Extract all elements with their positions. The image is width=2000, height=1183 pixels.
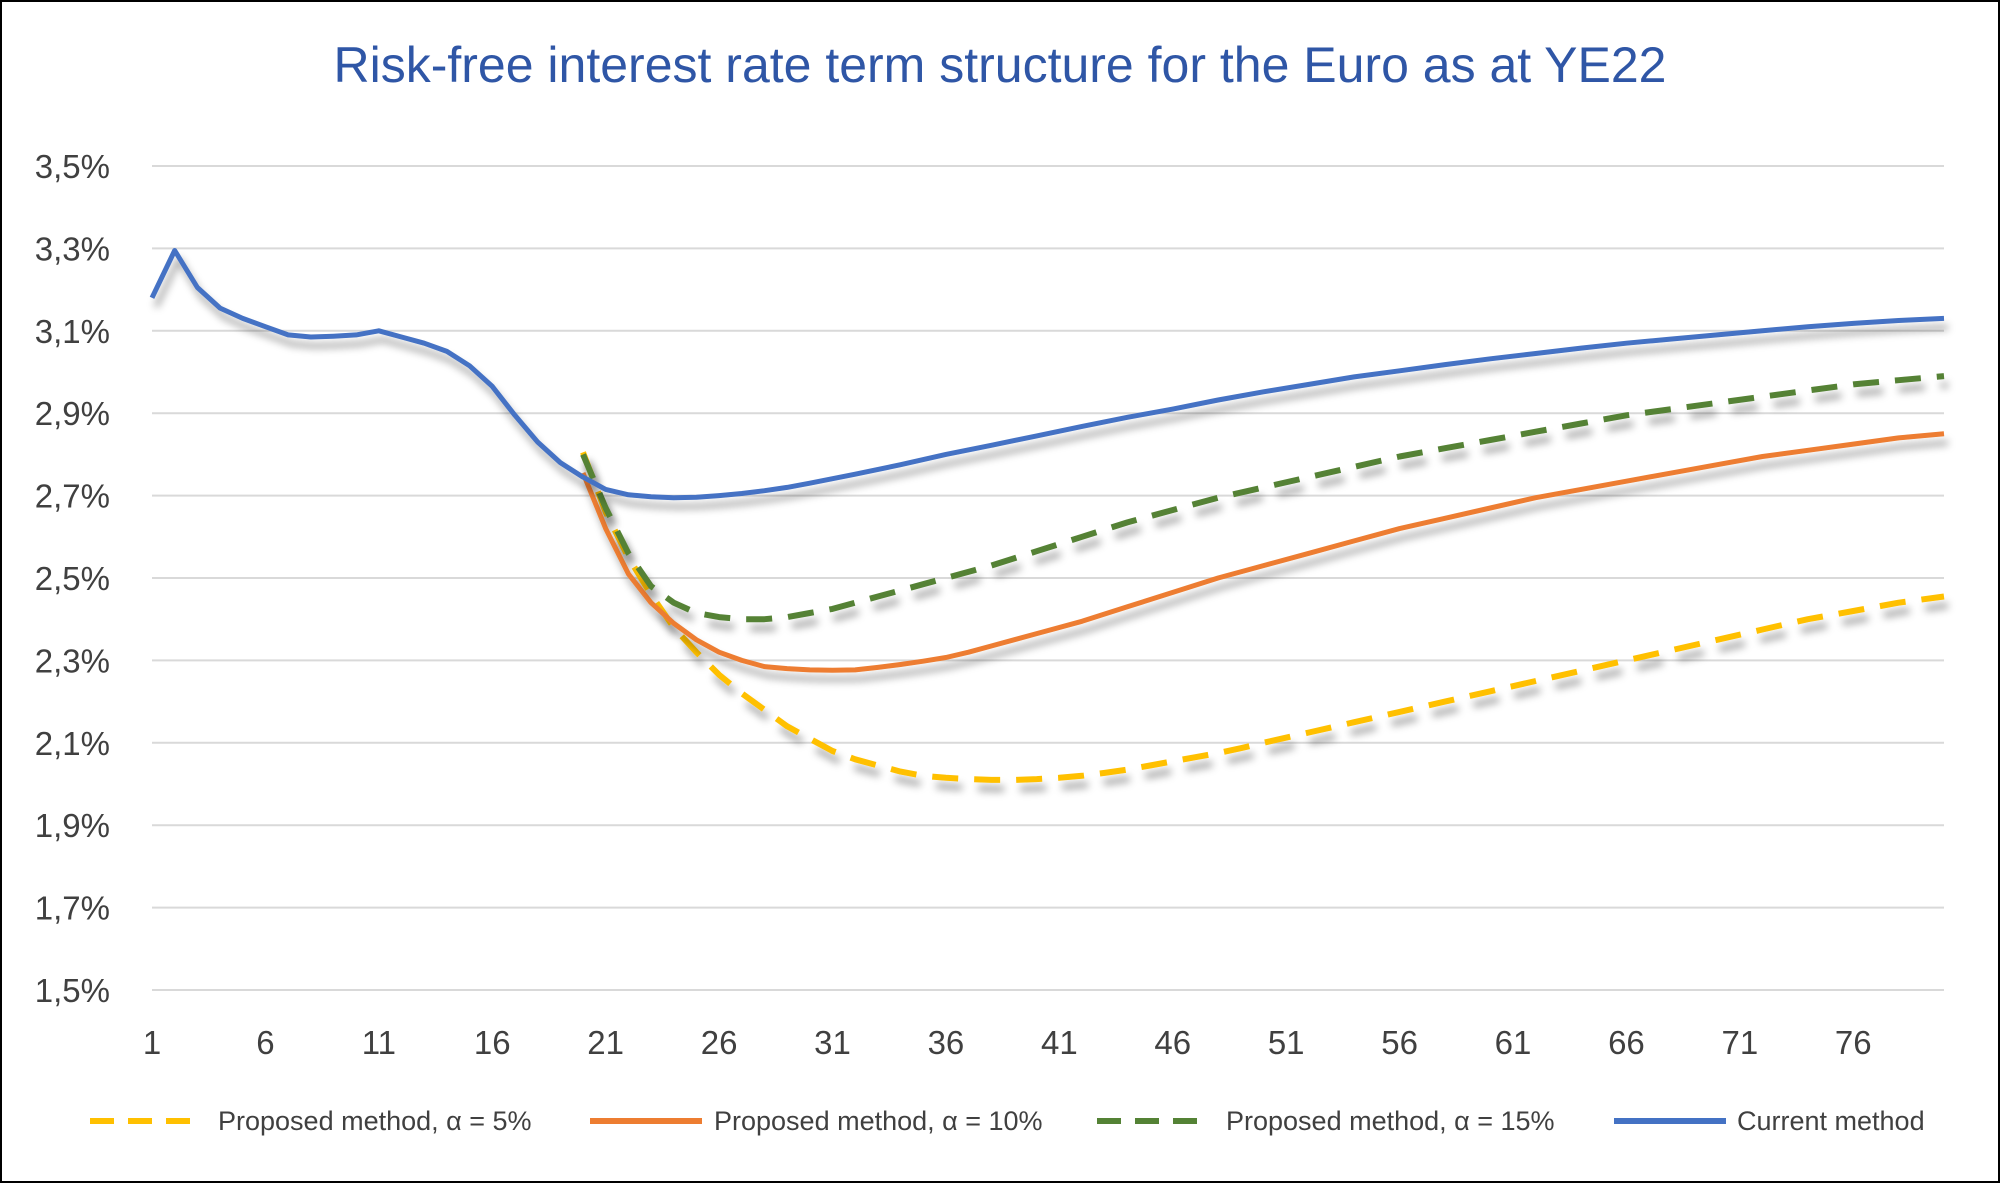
x-tick-label: 71 <box>1721 1024 1758 1061</box>
x-tick-label: 1 <box>143 1024 161 1061</box>
x-tick-label: 66 <box>1608 1024 1645 1061</box>
y-tick-label: 3,3% <box>35 230 110 267</box>
x-tick-label: 61 <box>1495 1024 1532 1061</box>
x-tick-label: 51 <box>1268 1024 1305 1061</box>
y-tick-label: 2,7% <box>35 478 110 515</box>
x-tick-label: 16 <box>474 1024 511 1061</box>
series-line-3 <box>580 373 1945 623</box>
y-tick-label: 2,9% <box>35 395 110 432</box>
y-tick-label: 3,1% <box>35 313 110 350</box>
series-line-1 <box>580 451 1945 783</box>
legend: Proposed method, α = 5% Proposed method, … <box>90 1106 1925 1136</box>
series-line-2 <box>580 431 1945 673</box>
legend-item: Proposed method, α = 15% <box>1097 1106 1555 1136</box>
legend-item: Proposed method, α = 5% <box>90 1106 532 1136</box>
x-tick-label: 56 <box>1381 1024 1418 1061</box>
x-tick-label: 26 <box>701 1024 738 1061</box>
x-tick-label: 46 <box>1154 1024 1191 1061</box>
y-tick-label: 2,3% <box>35 642 110 679</box>
x-axis-tick-labels: 1 6 11 16 21 26 31 36 41 46 51 56 61 66 71 76 <box>143 1024 1872 1061</box>
gridlines <box>152 165 1944 991</box>
y-tick-label: 2,5% <box>35 560 110 597</box>
x-tick-label: 41 <box>1041 1024 1078 1061</box>
y-axis-tick-labels: 1,5% 1,7% 1,9% 2,1% 2,3% 2,5% 2,7% 2,9% 3,1% 3,3%… <box>35 148 110 1009</box>
chart-title: Risk-free interest rate term structure f… <box>334 37 1667 93</box>
x-tick-label: 6 <box>256 1024 274 1061</box>
x-tick-label: 21 <box>587 1024 624 1061</box>
y-tick-label: 1,7% <box>35 890 110 927</box>
series-lines <box>149 248 1945 783</box>
legend-item: Current method <box>1614 1106 1925 1136</box>
y-tick-label: 1,5% <box>35 972 110 1009</box>
legend-label: Proposed method, α = 5% <box>218 1106 532 1136</box>
x-tick-label: 31 <box>814 1024 851 1061</box>
y-tick-label: 3,5% <box>35 148 110 185</box>
legend-label: Current method <box>1737 1106 1925 1136</box>
x-tick-label: 76 <box>1835 1024 1872 1061</box>
y-tick-label: 2,1% <box>35 725 110 762</box>
y-tick-label: 1,9% <box>35 807 110 844</box>
x-tick-label: 36 <box>928 1024 965 1061</box>
legend-item: Proposed method, α = 10% <box>590 1106 1043 1136</box>
x-tick-label: 11 <box>362 1024 396 1061</box>
legend-label: Proposed method, α = 10% <box>714 1106 1043 1136</box>
series-line-4 <box>149 248 1945 501</box>
legend-label: Proposed method, α = 15% <box>1226 1106 1555 1136</box>
